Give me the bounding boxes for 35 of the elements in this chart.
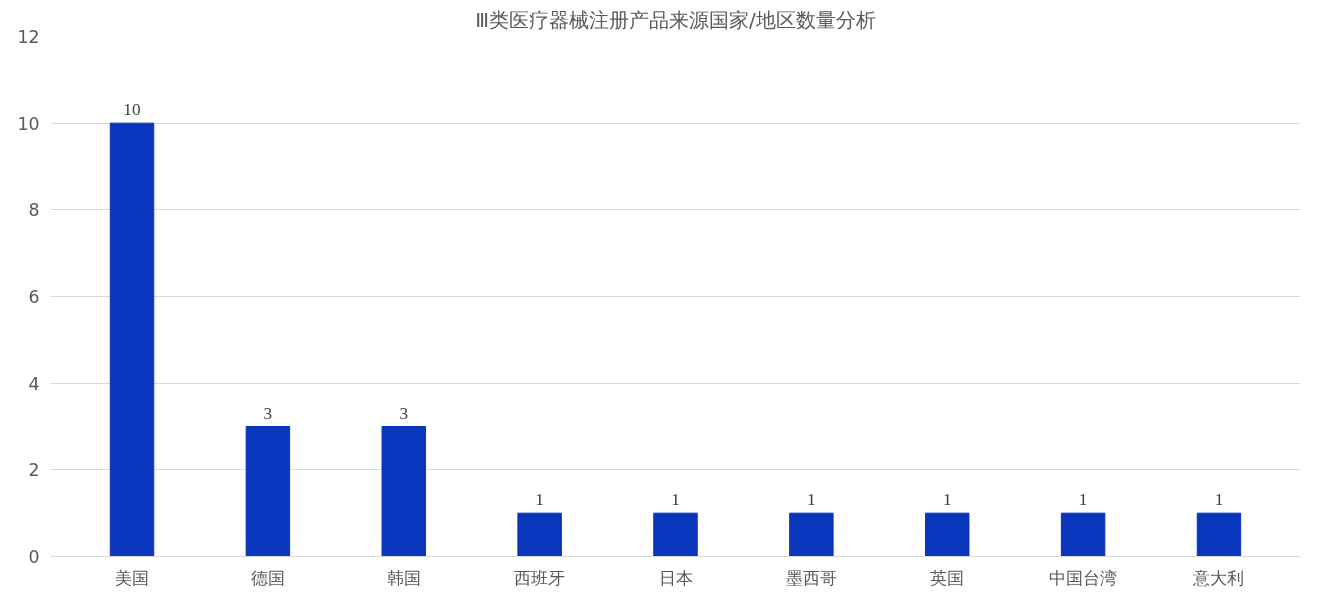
data-label: 1: [807, 490, 816, 510]
y-tick-label: 8: [28, 200, 40, 221]
bar: [517, 512, 562, 557]
y-tick-label: 4: [28, 373, 40, 394]
data-label: 3: [263, 403, 273, 423]
data-label: 1: [535, 490, 544, 510]
x-tick-label: 英国: [930, 567, 965, 588]
x-tick-label: 德国: [250, 567, 285, 588]
x-tick-label: 美国: [115, 567, 150, 588]
x-tick-label: 意大利: [1192, 567, 1245, 588]
data-label: 1: [1078, 490, 1088, 510]
y-tick-label: 6: [28, 287, 40, 307]
bar: [245, 426, 291, 557]
x-tick-label: 西班牙: [514, 567, 566, 588]
x-tick-label: 日本: [658, 567, 693, 588]
x-tick-label: 中国台湾: [1049, 567, 1118, 588]
data-label: 3: [399, 403, 409, 423]
bar: [381, 426, 426, 557]
data-label: 1: [671, 490, 680, 510]
x-tick-label: 墨西哥: [785, 567, 837, 588]
y-tick-label: 10: [17, 113, 40, 134]
bar: [1060, 512, 1106, 557]
bar: [109, 122, 155, 557]
x-tick-label: 韩国: [386, 567, 421, 588]
data-label: 10: [123, 100, 141, 120]
bar: [789, 512, 834, 557]
data-label: 1: [942, 490, 952, 510]
bar: [653, 512, 698, 557]
chart-title: Ⅲ类医疗器械注册产品来源国家/地区数量分析: [475, 7, 876, 32]
data-label: 1: [1214, 490, 1224, 510]
bar: [925, 512, 970, 557]
bar: [1196, 512, 1242, 557]
y-tick-label: 12: [17, 27, 40, 47]
y-tick-label: 2: [28, 460, 40, 481]
y-tick-label: 0: [28, 547, 40, 567]
